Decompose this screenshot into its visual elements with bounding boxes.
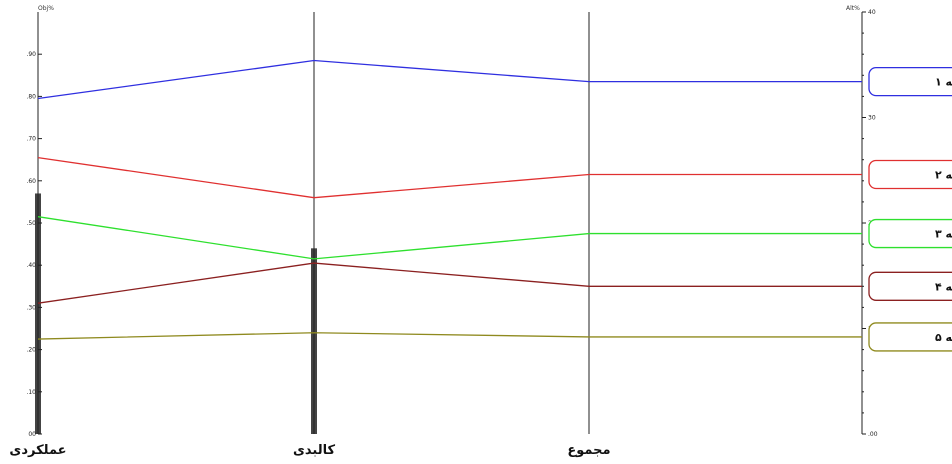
series-line-5 <box>37 332 862 340</box>
legend-label-5: نمونه ۵ <box>935 331 952 344</box>
left-tick-label: .50 <box>26 220 36 227</box>
left-tick-label: .90 <box>26 51 36 58</box>
legend: نمونه ۱ نمونه ۲ نمونه ۳ نمونه ۴ نمونه ۵ <box>868 66 952 352</box>
right-tick-label: 30 <box>868 115 876 122</box>
series-line-4 <box>37 262 862 304</box>
left-tick-label: .10 <box>26 389 36 396</box>
right-tick-label: 40 <box>868 9 876 16</box>
legend-box-5 <box>868 322 952 352</box>
left-tick-label: .70 <box>26 136 36 143</box>
category-label-1: عملکردی <box>9 443 66 458</box>
category-label-2: کالبدی <box>293 443 335 458</box>
series-line-1 <box>37 59 862 100</box>
legend-box-4 <box>868 271 952 301</box>
legend-box-2 <box>868 159 952 190</box>
legend-box-1 <box>868 66 952 97</box>
legend-label-3: نمونه ۳ <box>935 228 952 241</box>
left-tick-label: .60 <box>26 178 36 185</box>
right-axis-title: Alt% <box>846 5 860 12</box>
legend-label-1: نمونه ۱ <box>935 76 952 89</box>
legend-label-2: نمونه ۲ <box>935 168 952 181</box>
left-axis-title: Obj% <box>38 5 54 12</box>
right-tick-label: .00 <box>868 431 878 438</box>
lines-layer <box>37 59 862 340</box>
axes-layer: عملکردی کالبدی مجموع 00 .10 .20 .30 .40 .50 .60 .7… <box>9 9 877 458</box>
legend-label-4: نمونه ۴ <box>935 280 952 293</box>
left-tick-label: .20 <box>26 347 36 354</box>
legend-box-3 <box>868 218 952 249</box>
left-tick-label: .80 <box>26 93 36 100</box>
left-tick-label: .30 <box>26 304 36 311</box>
left-tick-label: .40 <box>26 262 36 269</box>
series-line-2 <box>37 156 862 199</box>
category-label-3: مجموع <box>567 443 610 458</box>
series-line-3 <box>37 216 862 260</box>
left-tick-label: 00 <box>28 431 36 438</box>
